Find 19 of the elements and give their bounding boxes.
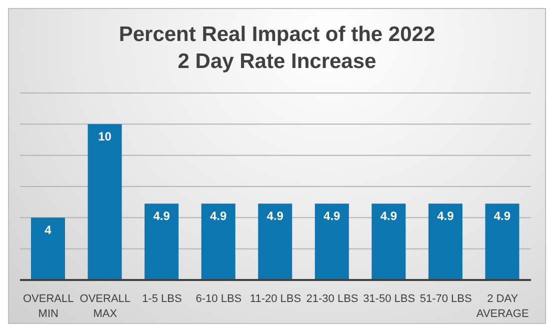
x-tick-label: 31-50 LBS xyxy=(363,293,416,305)
data-label: 4.9 xyxy=(153,209,170,224)
x-tick-label: 1-5 LBS xyxy=(142,293,182,305)
data-label: 4.9 xyxy=(210,209,227,224)
data-label: 4.9 xyxy=(266,209,284,224)
x-tick-label: OVERALL MIN xyxy=(23,293,74,320)
x-tick-label: 51-70 LBS xyxy=(420,293,472,305)
x-tick-label: 21-30 LBS xyxy=(306,293,358,305)
x-tick-label: 6-10 LBS xyxy=(196,293,242,305)
data-label: 4.9 xyxy=(380,209,398,224)
x-tick-label: 11-20 LBS xyxy=(250,293,302,305)
x-tick-label: OVERALL MAX xyxy=(80,293,131,320)
data-label: 4.9 xyxy=(494,209,511,224)
data-label: 4.9 xyxy=(437,209,454,224)
data-label: 10 xyxy=(98,130,112,144)
chart-title: Percent Real Impact of the 2022 2 Day Rate Increase xyxy=(118,22,436,75)
data-label: 4.9 xyxy=(324,209,341,224)
data-label: 4 xyxy=(44,223,52,238)
x-tick-label: 2 DAY AVERAGE xyxy=(476,293,529,320)
